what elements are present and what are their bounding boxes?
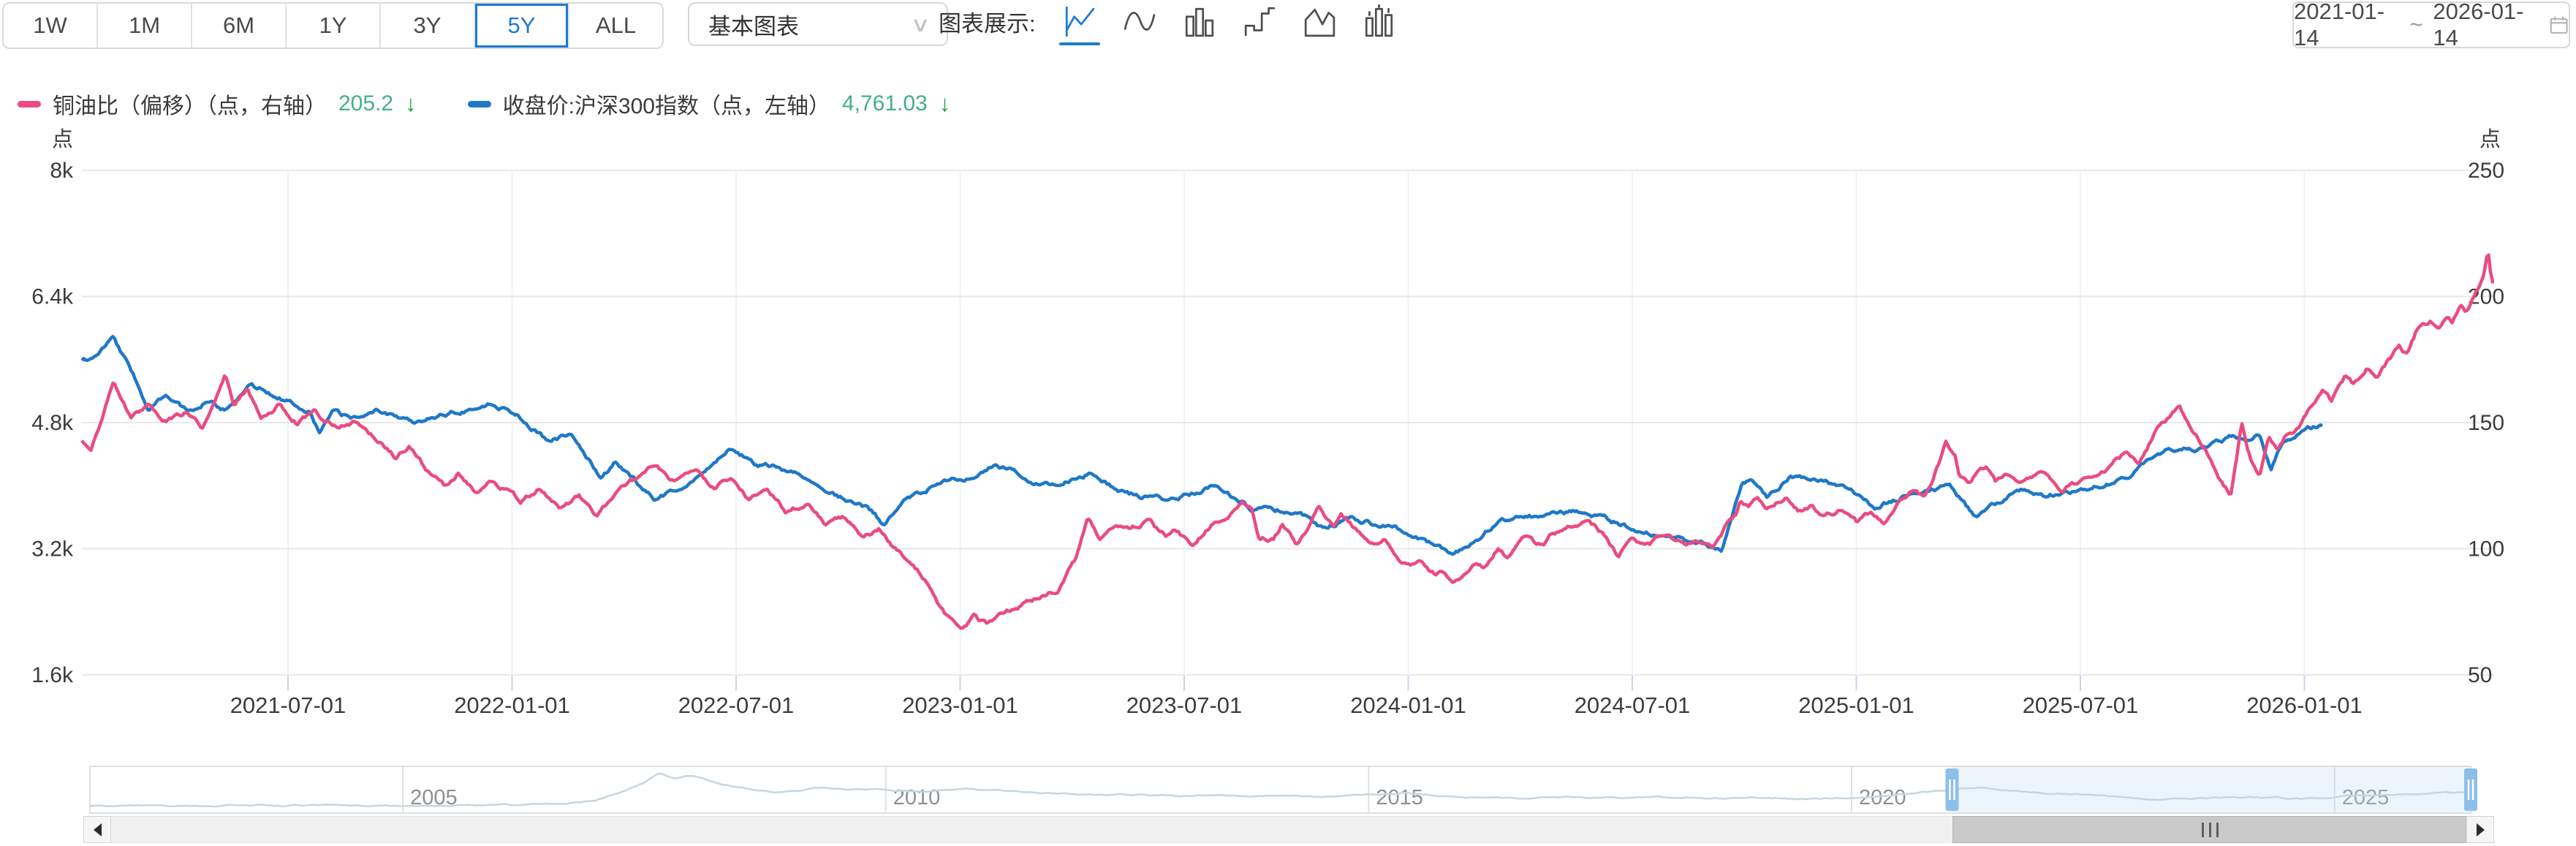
calendar-icon <box>2550 16 2568 34</box>
chart-type-dropdown-value: 基本图表 <box>708 13 799 39</box>
svg-text:2025: 2025 <box>2342 786 2390 809</box>
triangle-left-icon <box>93 823 102 836</box>
svg-text:2022-01-01: 2022-01-01 <box>454 692 570 718</box>
svg-text:点: 点 <box>2480 127 2501 151</box>
svg-text:8k: 8k <box>50 159 74 183</box>
legend-value: 205.2 <box>338 91 394 116</box>
svg-text:1.6k: 1.6k <box>31 663 74 687</box>
thumb-grip-icon <box>2201 822 2204 837</box>
date-range-start: 2021-01-14 <box>2294 0 2385 50</box>
chevron-down-icon: ∨ <box>909 12 931 36</box>
bar-chart-icon[interactable] <box>1181 4 1218 47</box>
range-button-1w[interactable]: 1W <box>4 4 98 48</box>
range-button-all[interactable]: ALL <box>569 4 662 48</box>
brush-selection[interactable] <box>1952 766 2471 813</box>
thumb-grip-icon <box>2216 822 2219 837</box>
legend-label: 收盘价:沪深300指数（点，左轴） <box>502 94 830 118</box>
svg-text:250: 250 <box>2468 159 2504 183</box>
legend-value: 4,761.03 <box>841 91 928 116</box>
horizontal-scrollbar[interactable] <box>83 816 2494 843</box>
legend: 铜油比（偏移）（点，右轴） 205.2 ↓ 收盘价:沪深300指数（点，左轴） … <box>18 88 950 120</box>
svg-text:2022-07-01: 2022-07-01 <box>678 692 795 718</box>
svg-text:2021-07-01: 2021-07-01 <box>230 692 346 718</box>
date-range-end: 2026-01-14 <box>2433 0 2524 50</box>
svg-text:2015: 2015 <box>1376 786 1423 809</box>
thumb-grip-icon <box>2208 822 2211 837</box>
histogram-chart-icon[interactable] <box>1361 4 1398 47</box>
scrollbar-thumb[interactable] <box>1952 816 2467 843</box>
svg-text:2010: 2010 <box>893 786 941 809</box>
brush-handle-left[interactable] <box>1945 768 1959 811</box>
svg-text:2024-01-01: 2024-01-01 <box>1350 692 1466 718</box>
svg-text:150: 150 <box>2468 411 2504 435</box>
time-range-button-group: 1W 1M 6M 1Y 3Y 5Y ALL <box>2 2 664 49</box>
area-chart-icon[interactable] <box>1301 4 1338 47</box>
svg-text:2023-07-01: 2023-07-01 <box>1126 692 1243 718</box>
svg-text:2024-07-01: 2024-07-01 <box>1575 692 1691 718</box>
date-range-separator: ~ <box>2409 12 2423 37</box>
svg-text:100: 100 <box>2468 537 2504 562</box>
svg-text:点: 点 <box>52 127 73 151</box>
svg-text:2026-01-01: 2026-01-01 <box>2246 692 2363 718</box>
chart-display-label: 图表展示: <box>939 11 1036 37</box>
svg-text:2025-07-01: 2025-07-01 <box>2023 692 2139 718</box>
legend-label: 铜油比（偏移）（点，右轴） <box>53 94 327 118</box>
range-button-3y[interactable]: 3Y <box>381 4 475 48</box>
scroll-left-button[interactable] <box>83 816 111 843</box>
svg-text:3.2k: 3.2k <box>31 537 74 562</box>
line-chart-icon[interactable] <box>1059 4 1100 47</box>
legend-item-copper-oil-ratio[interactable]: 铜油比（偏移）（点，右轴） 205.2 ↓ <box>18 88 417 120</box>
series-marker-blue <box>467 100 491 107</box>
svg-text:6.4k: 6.4k <box>31 285 74 309</box>
chart-type-icon-row <box>1059 4 1398 47</box>
curve-chart-icon[interactable] <box>1121 4 1158 47</box>
series-marker-pink <box>18 100 41 107</box>
legend-item-csi300-close[interactable]: 收盘价:沪深300指数（点，左轴） 4,761.03 ↓ <box>467 88 951 120</box>
triangle-right-icon <box>2476 823 2485 836</box>
brush-handle-right[interactable] <box>2464 768 2477 811</box>
range-button-6m[interactable]: 6M <box>192 4 287 48</box>
svg-text:2025-01-01: 2025-01-01 <box>1798 692 1914 718</box>
range-button-1m[interactable]: 1M <box>98 4 192 48</box>
range-button-5y[interactable]: 5Y <box>475 4 569 48</box>
scroll-right-button[interactable] <box>2466 816 2494 843</box>
date-range-picker[interactable]: 2021-01-14 ~ 2026-01-14 <box>2292 0 2570 50</box>
svg-text:4.8k: 4.8k <box>31 411 74 435</box>
down-arrow-icon: ↓ <box>405 91 417 116</box>
range-button-1y[interactable]: 1Y <box>287 4 381 48</box>
chart-type-dropdown[interactable]: 基本图表 ∨ <box>688 2 948 46</box>
step-chart-icon[interactable] <box>1241 4 1278 47</box>
svg-text:2023-01-01: 2023-01-01 <box>902 692 1018 718</box>
down-arrow-icon: ↓ <box>939 91 951 116</box>
svg-text:50: 50 <box>2468 663 2492 687</box>
